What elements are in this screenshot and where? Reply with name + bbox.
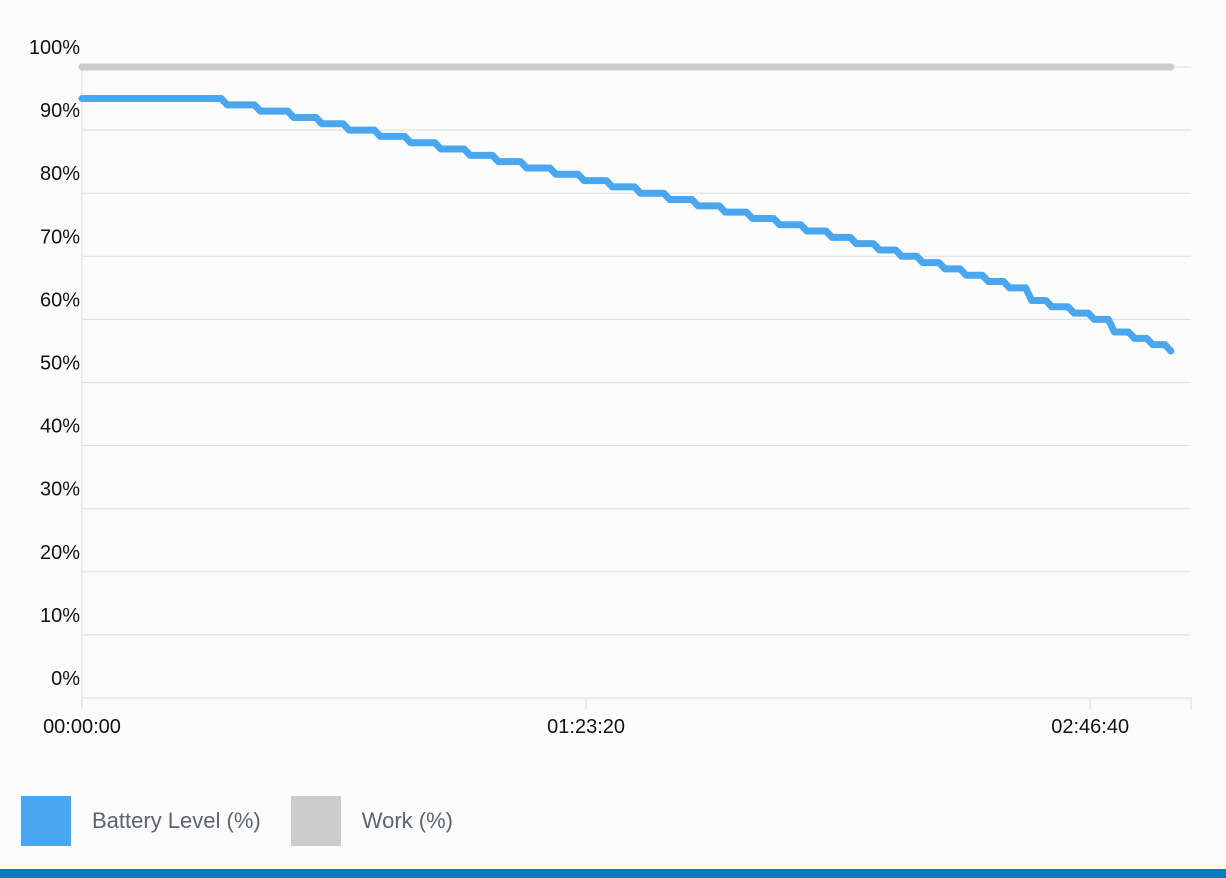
y-tick-label: 0% [51,668,80,690]
y-tick-label: 50% [40,353,80,375]
y-tick-label: 30% [40,479,80,501]
legend-label-work: Work (%) [361,808,453,833]
x-tick-label: 02:46:40 [1051,716,1129,738]
grid-lines [82,66,1191,699]
line-chart: 0% 10% 20% 30% 40% 50% 60% 70% 80% 90% 100% 00:00:0… [29,37,1192,738]
legend-item-work[interactable]: Work (%) [290,796,453,846]
x-tick-label: 00:00:00 [43,716,121,738]
legend-swatch-work [290,796,341,846]
y-tick-label: 100% [29,37,80,59]
y-tick-label: 80% [40,163,80,185]
legend-swatch-battery [21,796,71,846]
y-tick-label: 70% [40,226,80,248]
series-lines [78,63,1175,355]
series-line-battery-level[interactable] [78,95,1175,355]
legend: Battery Level (%) Work (%) [21,796,483,846]
legend-item-battery[interactable]: Battery Level (%) [21,796,261,846]
legend-label-battery: Battery Level (%) [92,808,261,833]
y-tick-label: 20% [40,542,80,564]
x-tick-label: 01:23:20 [547,716,625,738]
axes: 0% 10% 20% 30% 40% 50% 60% 70% 80% 90% 100% 00:00:0… [29,37,1192,738]
bottom-accent-bar [0,869,1226,878]
y-tick-label: 10% [40,605,80,627]
y-tick-label: 40% [40,416,80,438]
y-tick-label: 90% [40,100,80,122]
y-tick-label: 60% [40,289,80,311]
